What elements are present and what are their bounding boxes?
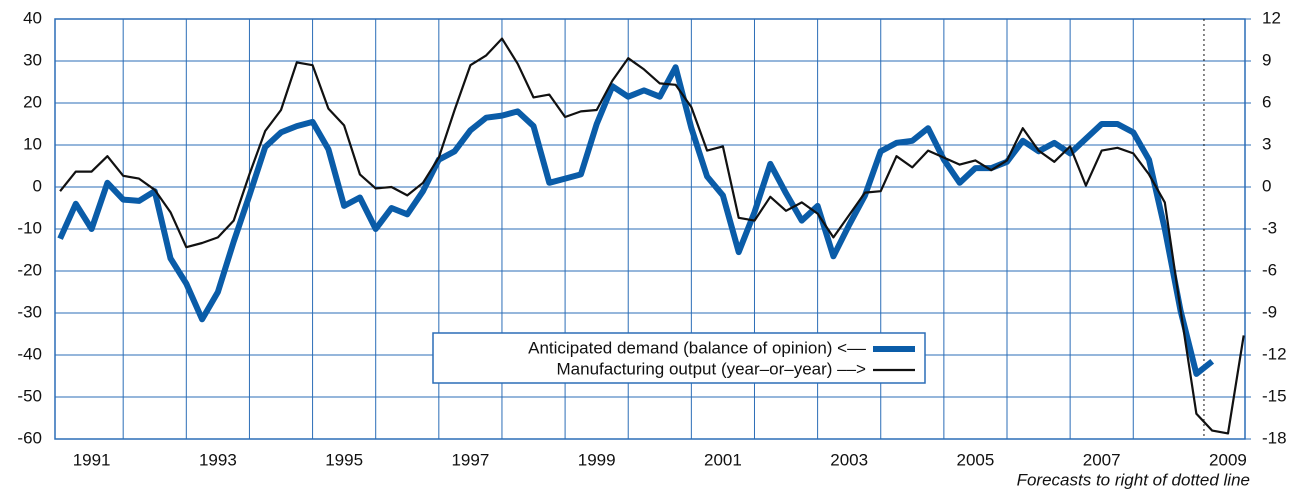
legend-label: Manufacturing output (year–or–year) ––> [557, 359, 867, 378]
legend-box [432, 332, 926, 384]
y-tick-label: -20 [17, 260, 42, 279]
series-line [59, 37, 1245, 435]
x-tick-label: 2007 [1083, 450, 1121, 469]
x-tick-label: 1991 [73, 450, 111, 469]
x-tick-label: 2003 [830, 450, 868, 469]
y-tick-label: 0 [33, 176, 42, 195]
x-tick-label: 2005 [957, 450, 995, 469]
y-tick-label: -30 [17, 302, 42, 321]
forecast-note: Forecasts to right of dotted line [1017, 470, 1250, 489]
x-tick-label: 1997 [451, 450, 489, 469]
x-tick-label: 2001 [704, 450, 742, 469]
series-line [57, 64, 1215, 377]
y-tick-label: 10 [23, 134, 42, 153]
y2-tick-label: -9 [1262, 302, 1277, 321]
x-tick-label: 1993 [199, 450, 237, 469]
y2-tick-label: -6 [1262, 260, 1277, 279]
legend-label: Anticipated demand (balance of opinion) … [528, 338, 866, 357]
x-tick-label: 1999 [578, 450, 616, 469]
y-tick-label: -40 [17, 344, 42, 363]
y2-tick-label: -12 [1262, 344, 1287, 363]
y2-tick-label: 9 [1262, 50, 1271, 69]
y2-tick-label: 6 [1262, 92, 1271, 111]
y2-tick-label: 12 [1262, 8, 1281, 27]
y-tick-label: -10 [17, 218, 42, 237]
y-tick-label: -60 [17, 428, 42, 447]
y-tick-label: 20 [23, 92, 42, 111]
y-tick-label: 30 [23, 50, 42, 69]
y2-tick-label: -3 [1262, 218, 1277, 237]
y2-tick-label: -18 [1262, 428, 1287, 447]
y2-tick-label: 3 [1262, 134, 1271, 153]
y-tick-label: 40 [23, 8, 42, 27]
x-tick-label: 2009 [1209, 450, 1247, 469]
y-tick-label: -50 [17, 386, 42, 405]
y2-tick-label: 0 [1262, 176, 1271, 195]
x-tick-label: 1995 [325, 450, 363, 469]
y2-tick-label: -15 [1262, 386, 1287, 405]
